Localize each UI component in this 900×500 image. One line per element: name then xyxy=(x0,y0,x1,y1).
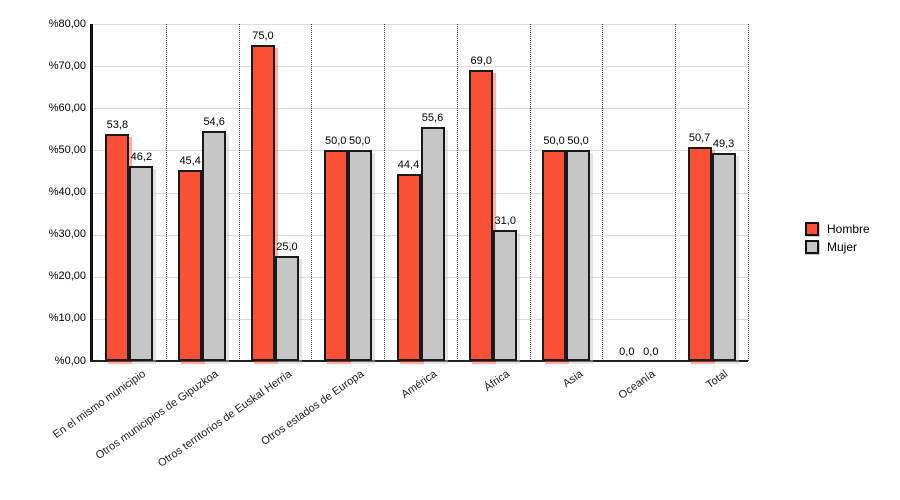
category-separator xyxy=(384,24,386,361)
category-label: Otros territorios de Euskal Herria xyxy=(155,368,294,470)
category-separator xyxy=(165,24,167,361)
bar-mujer xyxy=(274,255,299,361)
bar-hombre xyxy=(396,173,421,361)
legend-label-hombre: Hombre xyxy=(827,222,870,236)
category-separator xyxy=(456,24,458,361)
value-label: 50,0 xyxy=(349,135,371,148)
y-tick-label: %0,00 xyxy=(54,354,86,367)
value-label: 53,8 xyxy=(106,119,129,132)
value-label: 50,7 xyxy=(688,132,711,145)
category-label: Oceanía xyxy=(616,368,658,402)
y-tick-label: %70,00 xyxy=(48,59,86,72)
value-label: 75,0 xyxy=(252,30,274,43)
category-separator xyxy=(311,24,313,361)
x-axis-line xyxy=(90,360,748,362)
value-label: 50,0 xyxy=(543,135,565,148)
bar-hombre xyxy=(542,150,567,361)
bar-hombre xyxy=(323,150,348,361)
bar-hombre xyxy=(250,45,275,361)
bar-mujer xyxy=(566,150,591,361)
value-label: 55,6 xyxy=(421,111,444,124)
y-tick-label: %10,00 xyxy=(48,312,86,325)
bar-hombre xyxy=(687,147,712,361)
bar-mujer xyxy=(420,126,445,361)
value-label: 46,2 xyxy=(130,151,153,164)
category-separator xyxy=(748,24,749,361)
y-tick-label: %60,00 xyxy=(48,101,86,114)
hombre-swatch-icon xyxy=(805,222,819,236)
category-label: Otros municipios de Gipuzkoa xyxy=(93,368,222,462)
bar-mujer xyxy=(202,130,227,361)
bar-hombre xyxy=(105,134,130,361)
value-label: 0,0 xyxy=(643,346,659,358)
category-separator xyxy=(529,24,531,361)
y-tick-label: %20,00 xyxy=(48,270,86,283)
bar-mujer xyxy=(493,230,518,361)
category-separator xyxy=(602,24,604,361)
category-label: Asia xyxy=(560,368,585,391)
legend-label-mujer: Mujer xyxy=(827,240,858,254)
category-separator xyxy=(238,24,240,361)
y-tick-label: %40,00 xyxy=(48,186,86,198)
y-tick-label: %50,00 xyxy=(48,143,86,156)
grid-line xyxy=(93,108,748,110)
category-label: Total xyxy=(704,368,731,392)
legend: Hombre Mujer xyxy=(805,222,870,258)
value-label: 49,3 xyxy=(712,138,735,151)
y-tick-label: %80,00 xyxy=(48,17,86,30)
value-label: 54,6 xyxy=(203,115,225,128)
legend-item-mujer: Mujer xyxy=(805,240,870,254)
y-tick-label: %30,00 xyxy=(48,228,86,241)
value-label: 25,0 xyxy=(276,240,298,253)
category-label: América xyxy=(399,368,440,401)
bar-hombre xyxy=(469,70,494,361)
value-label: 50,0 xyxy=(567,135,589,148)
value-label: 31,0 xyxy=(494,215,516,228)
bar-mujer xyxy=(347,150,372,361)
mujer-swatch-icon xyxy=(805,240,819,254)
y-axis-line xyxy=(90,24,93,362)
value-label: 0,0 xyxy=(619,346,635,358)
grid-line xyxy=(93,24,748,25)
legend-item-hombre: Hombre xyxy=(805,222,870,236)
category-separator xyxy=(675,24,677,361)
value-label: 69,0 xyxy=(470,55,492,68)
value-label: 50,0 xyxy=(325,135,347,148)
value-label: 45,4 xyxy=(179,154,201,167)
bar-mujer xyxy=(129,166,154,361)
category-label: África xyxy=(482,368,513,394)
bar-mujer xyxy=(711,153,736,361)
grid-line xyxy=(93,66,748,68)
value-label: 44,4 xyxy=(397,158,420,171)
bar-hombre xyxy=(178,169,203,361)
